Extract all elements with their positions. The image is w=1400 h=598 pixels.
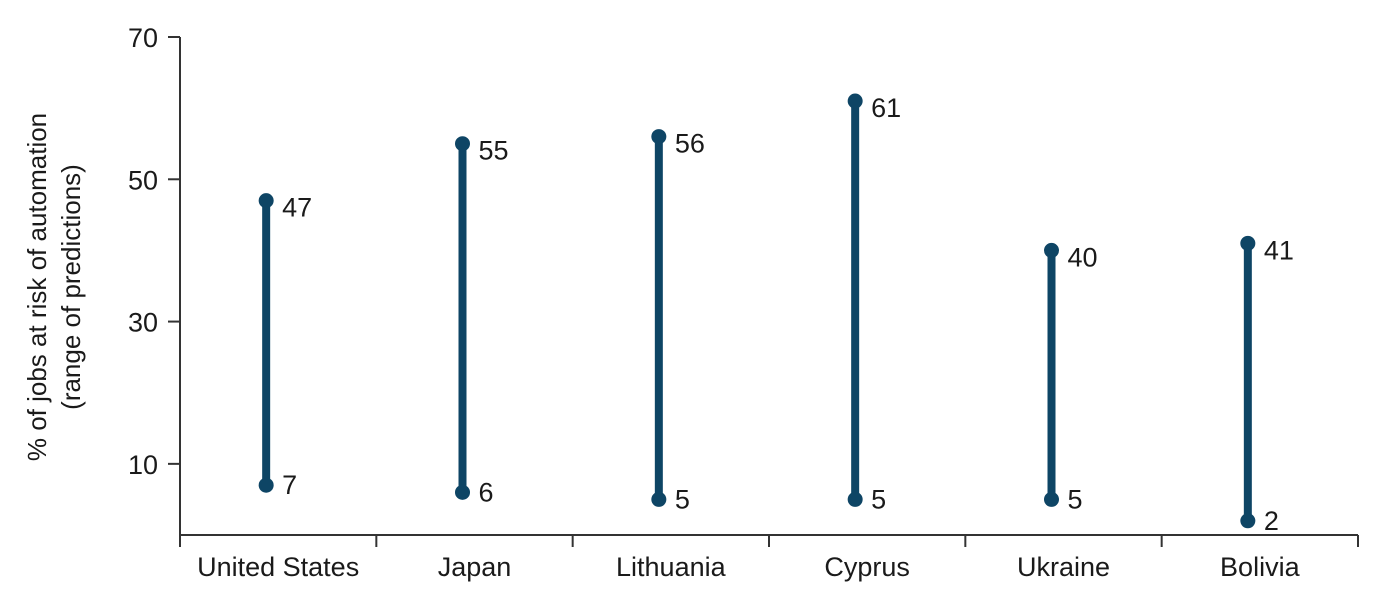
range-low-point [651, 491, 667, 507]
range-high-point [847, 93, 863, 109]
range-item: 55 6 [455, 136, 509, 507]
range-high-point [258, 193, 274, 209]
range-item: 41 2 [1240, 235, 1294, 536]
range-item: 40 5 [1044, 242, 1098, 514]
y-tick-label: 30 [128, 308, 158, 338]
range-high-label: 40 [1068, 242, 1098, 272]
x-category-label: United States [197, 552, 359, 582]
range-series: 47 7 55 6 56 5 61 5 40 5 41 2 [258, 93, 1294, 536]
range-high-point [1240, 235, 1256, 251]
y-axis-title: % of jobs at risk of automation (range o… [22, 113, 86, 461]
y-tick-label: 10 [128, 450, 158, 480]
x-category-label: Ukraine [1017, 552, 1110, 582]
range-low-label: 5 [871, 484, 886, 514]
range-high-label: 55 [479, 136, 509, 166]
y-axis-title-line2: (range of predictions) [56, 164, 86, 410]
range-low-point [847, 491, 863, 507]
x-category-label: Japan [438, 552, 512, 582]
range-high-point [651, 129, 667, 145]
range-item: 56 5 [651, 129, 705, 514]
range-low-label: 7 [282, 470, 297, 500]
y-tick-label: 50 [128, 165, 158, 195]
range-low-label: 6 [479, 477, 494, 507]
range-low-point [1240, 513, 1256, 529]
y-axis-title-line1: % of jobs at risk of automation [22, 113, 52, 461]
range-high-label: 47 [282, 193, 312, 223]
range-low-label: 5 [675, 484, 690, 514]
x-category-label: Bolivia [1220, 552, 1301, 582]
x-category-label: Cyprus [824, 552, 910, 582]
range-low-point [1044, 491, 1059, 507]
range-high-label: 41 [1264, 235, 1294, 265]
range-high-point [455, 136, 470, 152]
range-high-label: 61 [871, 93, 901, 123]
range-item: 61 5 [847, 93, 901, 514]
y-tick-label: 70 [128, 23, 158, 53]
axes [179, 37, 1358, 536]
range-item: 47 7 [258, 193, 312, 500]
x-category-label: Lithuania [616, 552, 727, 582]
y-ticks: 10 30 50 70 [128, 23, 180, 480]
range-low-label: 5 [1068, 484, 1083, 514]
range-high-label: 56 [675, 129, 705, 159]
range-high-point [1044, 242, 1059, 258]
range-low-point [258, 477, 274, 493]
range-low-point [455, 484, 470, 500]
range-low-label: 2 [1264, 506, 1279, 536]
x-categories: United States Japan Lithuania Cyprus Ukraine… [179, 535, 1359, 582]
